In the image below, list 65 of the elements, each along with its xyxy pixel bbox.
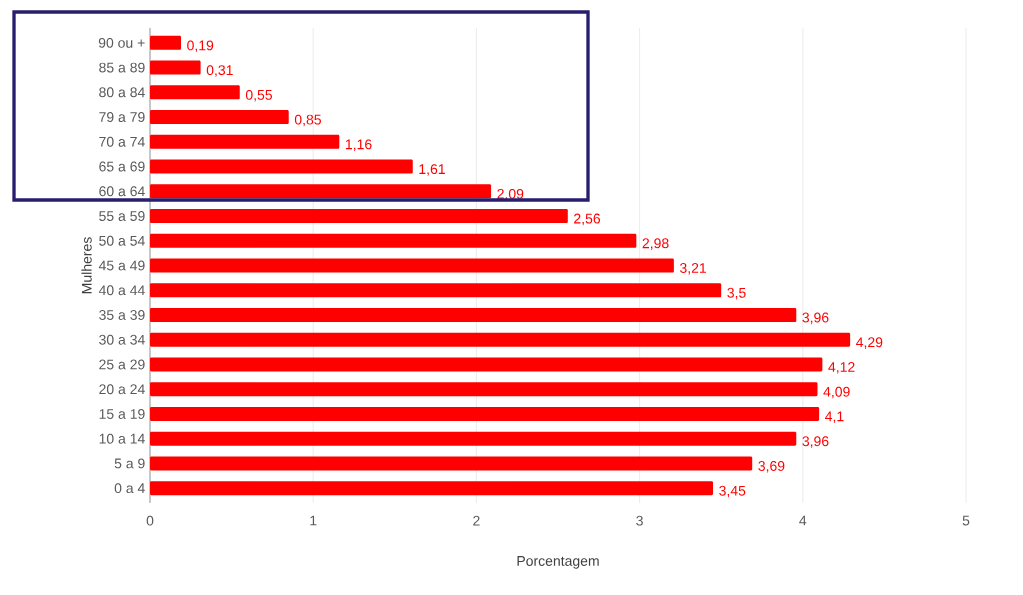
x-tick-label: 4 xyxy=(799,515,807,526)
x-axis-title: Porcentagem xyxy=(517,556,599,569)
x-tick-label: 5 xyxy=(962,515,970,526)
bar xyxy=(150,60,201,75)
bar xyxy=(150,357,823,372)
data-label: 3,45 xyxy=(719,485,746,498)
y-tick-label: 85 a 89 xyxy=(99,62,145,73)
data-label: 3,96 xyxy=(802,436,829,448)
data-label: 0,19 xyxy=(187,40,214,53)
y-tick-label: 15 a 19 xyxy=(99,408,145,419)
x-tick-label: 0 xyxy=(146,515,154,526)
bar xyxy=(150,431,797,446)
y-tick-label: 0 a 4 xyxy=(114,483,145,494)
bar xyxy=(150,209,568,224)
y-tick-label: 65 a 69 xyxy=(99,161,145,172)
data-label: 1,61 xyxy=(419,164,445,176)
data-label: 2,56 xyxy=(574,213,601,226)
x-tick-label: 2 xyxy=(473,515,480,526)
y-tick-label: 30 a 34 xyxy=(99,334,145,345)
bar xyxy=(150,233,637,248)
bar xyxy=(150,110,289,125)
data-label: 4,12 xyxy=(828,362,855,374)
data-label: 2,98 xyxy=(642,238,669,250)
data-label: 4,09 xyxy=(823,386,850,399)
y-tick-label: 20 a 24 xyxy=(99,384,145,395)
bar xyxy=(150,35,182,50)
y-tick-label: 10 a 14 xyxy=(99,433,145,444)
bar xyxy=(150,258,674,273)
bar xyxy=(150,481,714,496)
bar xyxy=(150,307,797,322)
data-label: 0,31 xyxy=(206,65,233,77)
data-label: 2,09 xyxy=(497,188,524,201)
x-tick-label: 3 xyxy=(636,515,643,526)
y-tick-label: 70 a 74 xyxy=(99,136,145,147)
data-label: 4,29 xyxy=(856,337,883,349)
y-tick-label: 79 a 79 xyxy=(99,112,145,123)
data-label: 3,69 xyxy=(758,461,785,473)
x-tick-label: 1 xyxy=(310,515,317,526)
y-tick-label: 60 a 64 xyxy=(99,186,145,197)
data-label: 3,96 xyxy=(802,312,829,325)
y-tick-label: 55 a 59 xyxy=(99,211,145,221)
bar xyxy=(150,159,413,174)
data-label: 3,21 xyxy=(680,263,707,275)
y-tick-label: 50 a 54 xyxy=(99,235,145,246)
y-axis-title: Mulheres xyxy=(81,237,92,294)
bar xyxy=(150,184,492,199)
data-label: 0,85 xyxy=(294,114,321,127)
data-label: 3,5 xyxy=(727,287,746,300)
y-tick-label: 5 a 9 xyxy=(114,458,145,469)
y-tick-label: 35 a 39 xyxy=(99,310,145,320)
bar xyxy=(150,406,820,421)
data-label: 0,55 xyxy=(245,89,273,102)
y-tick-label: 90 ou + xyxy=(98,37,145,48)
data-label: 1,16 xyxy=(345,139,372,151)
bar xyxy=(150,85,240,100)
data-label: 4,1 xyxy=(825,411,844,423)
bar xyxy=(150,332,851,347)
bar xyxy=(150,382,818,397)
bar xyxy=(150,283,722,298)
y-tick-label: 45 a 49 xyxy=(98,260,145,271)
bar xyxy=(150,456,753,471)
bar xyxy=(150,134,340,149)
y-tick-label: 80 a 84 xyxy=(99,87,145,98)
y-tick-label: 25 a 29 xyxy=(99,359,145,370)
y-tick-label: 40 a 44 xyxy=(98,285,145,296)
